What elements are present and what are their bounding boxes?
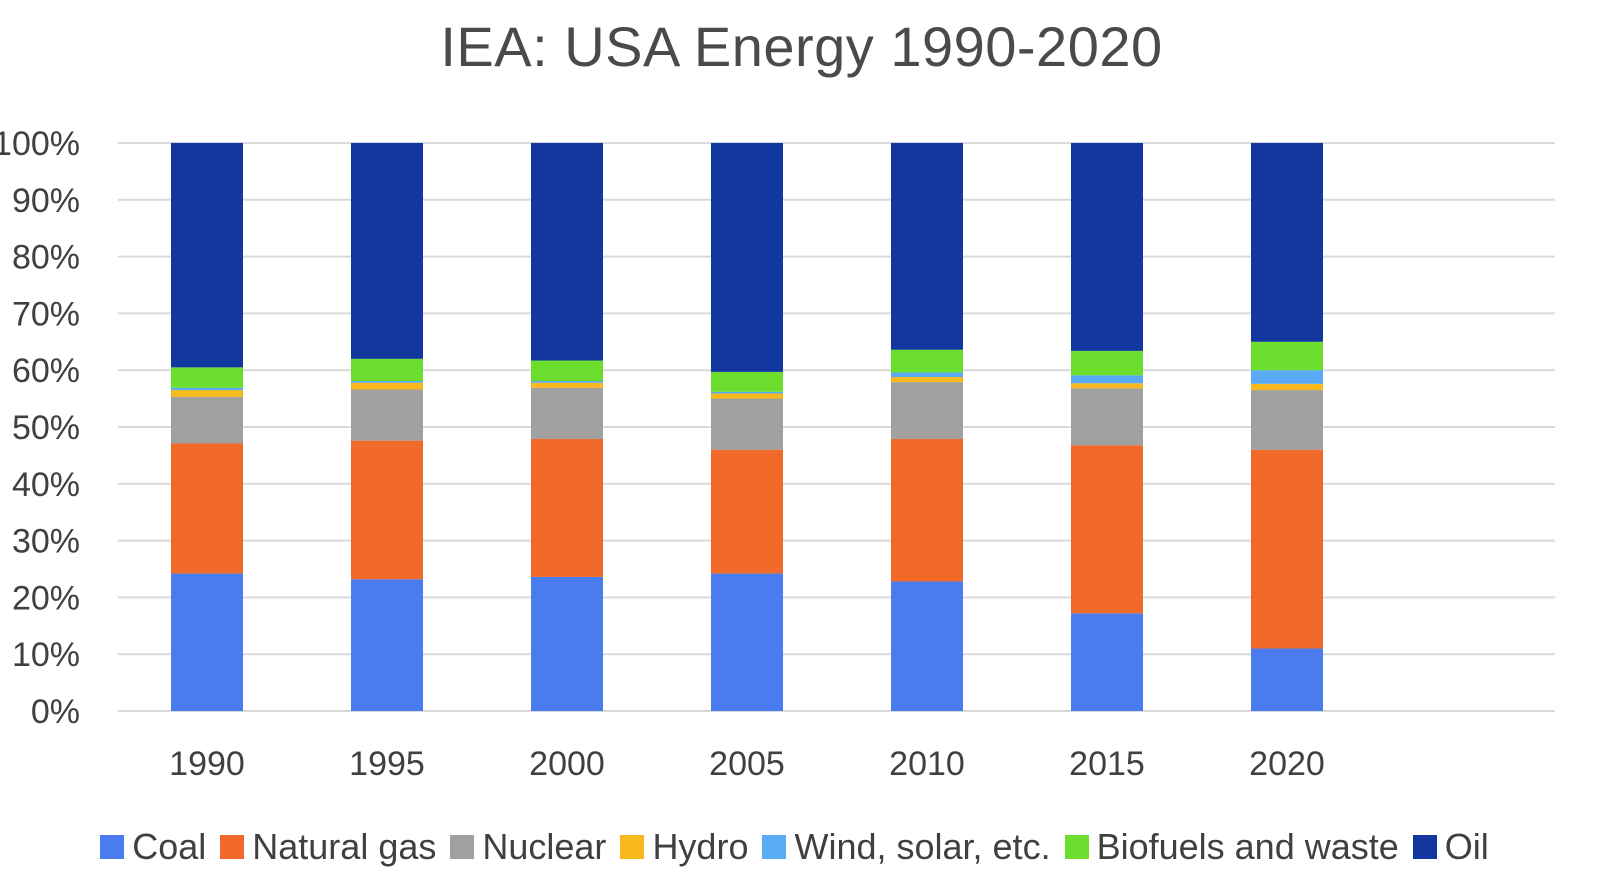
bar-segment xyxy=(351,358,423,381)
bar-segment xyxy=(1251,370,1323,384)
bar-segment xyxy=(891,382,963,439)
bar-segment xyxy=(531,387,603,439)
legend-swatch xyxy=(220,835,245,859)
bar-segment xyxy=(711,573,783,711)
bar-segment xyxy=(1251,648,1323,711)
legend-item: Hydro xyxy=(620,826,748,868)
bar-segment xyxy=(171,387,243,391)
bar-segment xyxy=(351,380,423,383)
legend-label: Coal xyxy=(132,826,207,867)
bar-segment xyxy=(1071,375,1143,384)
bar-segment xyxy=(531,380,603,383)
legend-swatch xyxy=(762,835,787,859)
y-tick-label: 90% xyxy=(12,182,80,220)
legend-item: Nuclear xyxy=(450,826,606,868)
bar-segment xyxy=(1071,383,1143,389)
legend: Coal Natural gas Nuclear Hydro Wind, solar, … xyxy=(0,826,1603,868)
bar-segment xyxy=(891,377,963,383)
bar-segment xyxy=(891,438,963,582)
legend-label: Hydro xyxy=(652,826,749,867)
chart-title: IEA: USA Energy 1990-2020 xyxy=(440,15,1163,78)
bar-segment xyxy=(711,393,783,399)
bar-segment xyxy=(1251,383,1323,391)
bar-segment xyxy=(351,382,423,390)
bar-segment xyxy=(531,143,603,361)
legend-label: Wind, solar, etc. xyxy=(794,826,1051,867)
legend-item: Oil xyxy=(1412,826,1489,868)
chart-plot: 0% 10% 20% 30% 40% 50% 60% 70% 80% 90% 100% 1990 199… xyxy=(0,125,1555,783)
legend-label: Biofuels and waste xyxy=(1096,826,1399,867)
bar-segment xyxy=(1251,341,1323,371)
legend-item: Coal xyxy=(100,826,206,868)
bar-segment xyxy=(351,389,423,441)
y-tick-label: 50% xyxy=(12,409,80,447)
bar-segment xyxy=(171,443,243,574)
bar-segment xyxy=(1071,445,1143,614)
legend-swatch xyxy=(450,835,475,859)
bar-segment xyxy=(711,371,783,392)
bar-segment xyxy=(711,449,783,574)
x-tick-label: 2020 xyxy=(1249,745,1325,783)
legend-swatch xyxy=(1412,835,1437,859)
x-tick-label: 1995 xyxy=(349,745,425,783)
bar-segment xyxy=(531,360,603,381)
bar-segment xyxy=(891,372,963,378)
bar-segment xyxy=(891,581,963,711)
bar-segment xyxy=(1251,143,1323,342)
y-tick-label: 0% xyxy=(31,693,80,731)
x-tick-label: 1990 xyxy=(169,745,245,783)
bar-segment xyxy=(1071,613,1143,711)
legend-item: Wind, solar, etc. xyxy=(762,826,1051,868)
bar-segment xyxy=(891,349,963,373)
bar-segment xyxy=(531,438,603,577)
bar-segment xyxy=(891,143,963,350)
x-tick-label: 2010 xyxy=(889,745,965,783)
bar-segment xyxy=(171,396,243,444)
x-tick-label: 2005 xyxy=(709,745,785,783)
bar-segment xyxy=(711,143,783,372)
bar-segment xyxy=(351,143,423,359)
bar-segment xyxy=(531,576,603,711)
legend-label: Natural gas xyxy=(252,826,437,867)
bar-segment xyxy=(1071,388,1143,446)
legend-item: Biofuels and waste xyxy=(1064,826,1399,868)
legend-label: Oil xyxy=(1444,826,1489,867)
bar-segment xyxy=(1251,390,1323,450)
bar-segment xyxy=(711,398,783,450)
bar-segment xyxy=(171,390,243,397)
y-tick-label: 20% xyxy=(12,579,80,617)
x-tick-label: 2000 xyxy=(529,745,605,783)
bar-segment xyxy=(171,573,243,711)
y-tick-label: 80% xyxy=(12,239,80,277)
y-tick-label: 60% xyxy=(12,352,80,390)
y-tick-label: 40% xyxy=(12,466,80,504)
legend-swatch xyxy=(100,835,125,859)
legend-label: Nuclear xyxy=(482,826,607,867)
bar-segment xyxy=(531,382,603,388)
bar-segment xyxy=(711,391,783,394)
y-tick-label: 100% xyxy=(0,125,80,163)
legend-swatch xyxy=(1064,835,1089,859)
bar-segment xyxy=(351,579,423,711)
y-tick-label: 70% xyxy=(12,295,80,333)
bar-segment xyxy=(1071,143,1143,351)
x-tick-label: 2015 xyxy=(1069,745,1145,783)
bar-segment xyxy=(1251,449,1323,649)
legend-item: Natural gas xyxy=(220,826,436,868)
bar-segment xyxy=(1071,350,1143,376)
bar-segment xyxy=(351,440,423,580)
y-tick-label: 30% xyxy=(12,523,80,561)
y-tick-label: 10% xyxy=(12,636,80,674)
legend-swatch xyxy=(620,835,645,859)
bar-segment xyxy=(171,143,243,368)
bar-segment xyxy=(171,367,243,388)
